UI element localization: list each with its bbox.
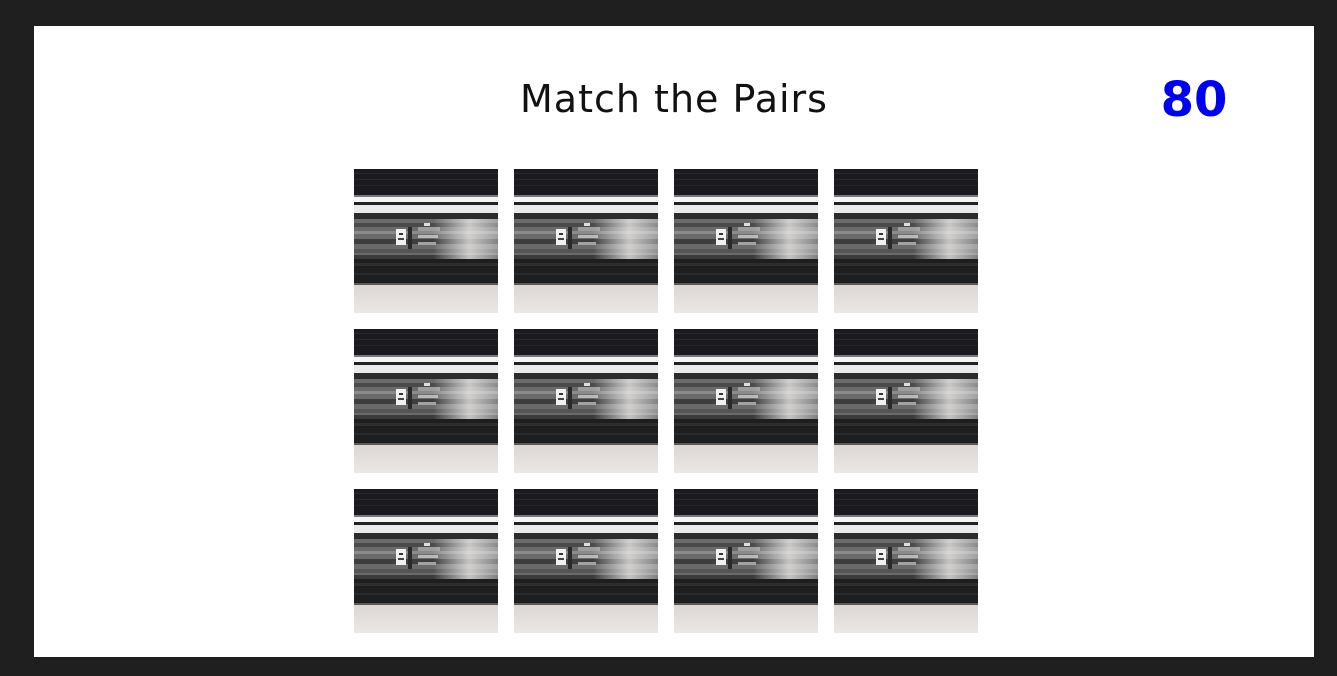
- memory-card[interactable]: [834, 329, 978, 473]
- card-back-image: [834, 169, 978, 313]
- card-back-image: [354, 169, 498, 313]
- memory-card[interactable]: [514, 169, 658, 313]
- game-title: Match the Pairs: [520, 77, 828, 121]
- card-back-image: [514, 329, 658, 473]
- card-back-image: [834, 489, 978, 633]
- memory-card[interactable]: [354, 489, 498, 633]
- card-back-image: [354, 329, 498, 473]
- memory-card[interactable]: [834, 169, 978, 313]
- memory-card[interactable]: [674, 489, 818, 633]
- memory-card[interactable]: [514, 329, 658, 473]
- card-grid: [354, 169, 978, 633]
- card-back-image: [514, 489, 658, 633]
- card-back-image: [674, 169, 818, 313]
- memory-card[interactable]: [834, 489, 978, 633]
- memory-card[interactable]: [354, 329, 498, 473]
- card-back-image: [514, 169, 658, 313]
- card-back-image: [674, 489, 818, 633]
- memory-card[interactable]: [674, 169, 818, 313]
- card-back-image: [834, 329, 978, 473]
- card-back-image: [674, 329, 818, 473]
- memory-card[interactable]: [674, 329, 818, 473]
- card-back-image: [354, 489, 498, 633]
- memory-card[interactable]: [514, 489, 658, 633]
- game-panel: Match the Pairs 80: [34, 26, 1314, 657]
- memory-card[interactable]: [354, 169, 498, 313]
- score-counter: 80: [1160, 72, 1228, 128]
